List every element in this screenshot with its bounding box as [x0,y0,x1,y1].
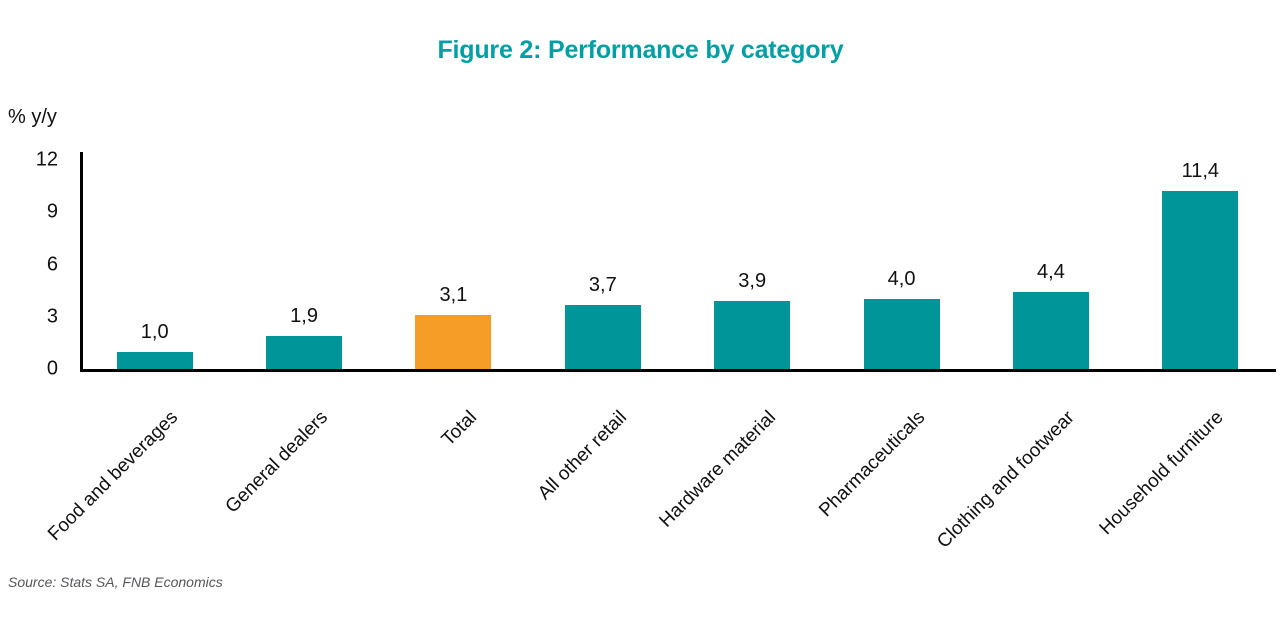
bar-slot: 3,7 [528,160,677,369]
bar-general-dealers [266,335,343,369]
bar-food-and-beverages [116,351,193,369]
bar-value-label: 1,0 [140,320,169,343]
bar-value-label: 1,9 [290,304,318,327]
y-tick-label: 12 [35,148,58,171]
bar-value-label: 3,9 [738,270,767,293]
y-tick-label: 0 [46,357,58,380]
y-axis-unit-label: % y/y [8,106,57,128]
bar-hardware-material [714,301,791,369]
source-note: Source: Stats SA, FNB Economics [8,574,223,590]
x-tick-label: General dealers [221,407,332,518]
x-tick-label: Clothing and footwear [933,407,1079,553]
chart-title: Figure 2: Performance by category [437,36,844,64]
bar-slot: 11,4 [1126,160,1275,369]
bar-value-label: 3,7 [588,273,617,296]
bar-slot: 1,0 [80,160,229,369]
bar-clothing-and-footwear [1012,292,1089,369]
bar-all-other-retail [564,304,641,369]
x-axis-line [80,369,1276,372]
y-tick-label: 9 [46,200,58,223]
bar-total [415,315,492,369]
bars: 1,0 1,9 3,1 3,7 3,9 4,0 4,4 11,4 [80,160,1275,369]
x-tick-label: Pharmaceuticals [815,407,930,522]
x-axis-labels: Food and beverages General dealers Total Al… [44,369,1275,579]
bar-pharmaceuticals [863,299,940,369]
bar-value-label: 4,0 [887,268,916,291]
bar-value-label: 3,1 [439,284,468,307]
y-axis-line [80,152,83,370]
x-tick-label: All other retail [533,407,631,504]
y-tick-label: 6 [46,253,58,275]
x-tick-label: Total [438,407,482,451]
bar-slot: 4,4 [976,160,1125,369]
x-tick-label: Hardware material [655,407,781,532]
bar-household-furniture [1162,191,1239,369]
bar-value-label: 11,4 [1181,160,1220,182]
bar-slot: 1,9 [229,160,378,369]
bar-slot: 4,0 [827,160,976,369]
bar-slot: 3,1 [379,160,528,369]
plot-area: 0 3 6 9 12 1,0 1,9 3,1 3,7 3,9 4,0 4,4 11,4 [36,149,1275,380]
x-tick-label: Food and beverages [44,407,183,546]
bar-value-label: 4,4 [1037,261,1065,284]
x-tick-label: Household furniture [1096,407,1229,540]
y-tick-label: 3 [46,305,58,328]
bar-slot: 3,9 [678,160,827,369]
